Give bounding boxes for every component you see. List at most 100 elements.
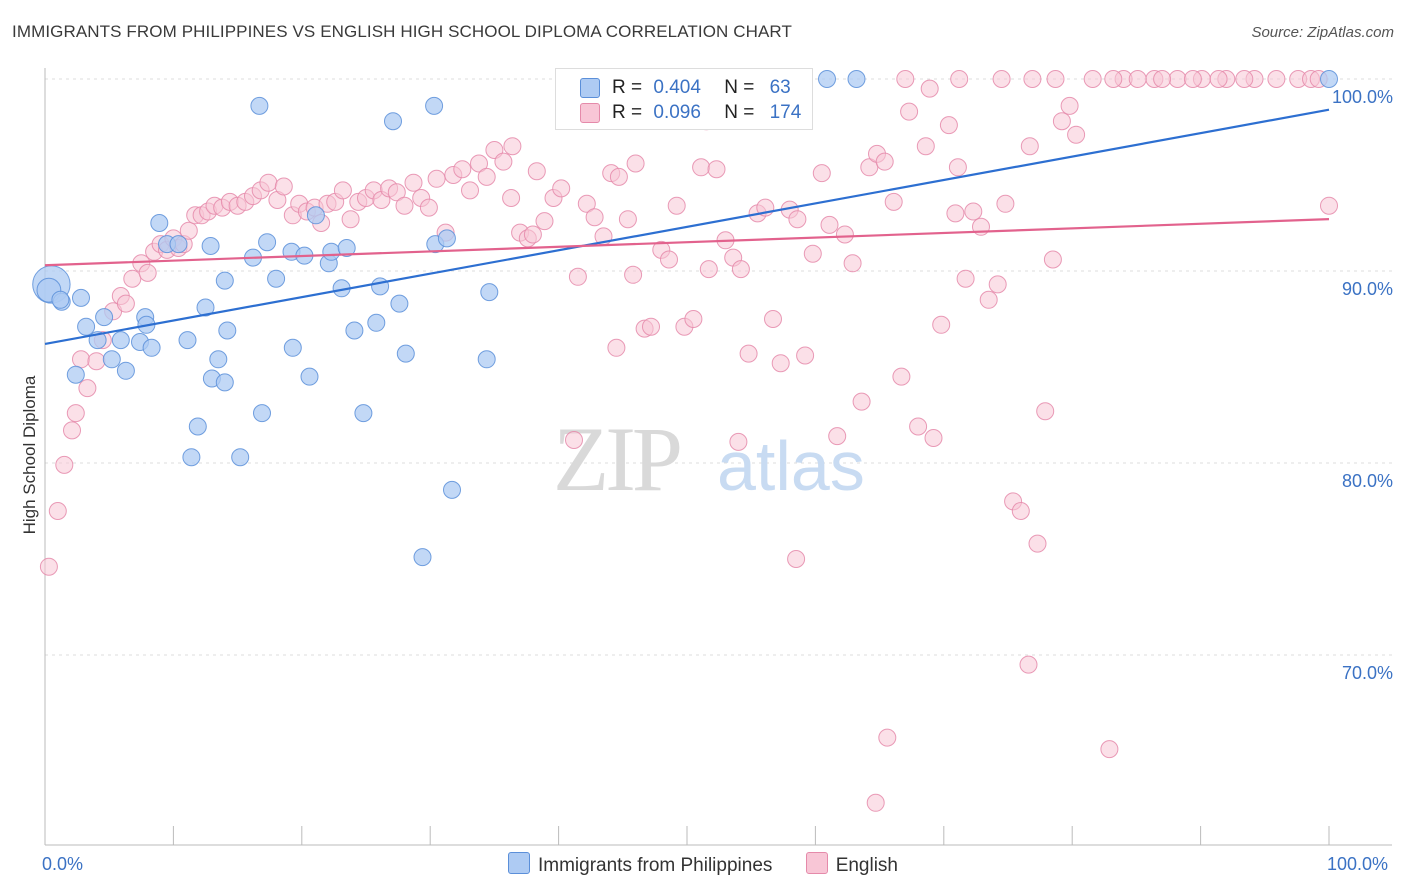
point-philippines bbox=[95, 308, 114, 327]
legend-n-value: 174 bbox=[769, 102, 802, 123]
point-english bbox=[259, 173, 278, 192]
point-english bbox=[523, 225, 542, 244]
point-philippines bbox=[215, 373, 234, 392]
point-english bbox=[1100, 740, 1119, 759]
point-english bbox=[699, 260, 718, 279]
point-english bbox=[884, 192, 903, 211]
bottom-legend-label: English bbox=[835, 855, 899, 876]
y-tick-label: 70.0% bbox=[1342, 663, 1393, 683]
point-philippines bbox=[322, 242, 341, 261]
point-english bbox=[996, 194, 1015, 213]
point-english bbox=[461, 181, 479, 200]
point-english bbox=[946, 204, 965, 223]
point-english bbox=[771, 354, 790, 373]
trend-line-english bbox=[44, 218, 1330, 267]
point-english bbox=[577, 194, 596, 213]
legend-swatch-philippines bbox=[580, 78, 600, 98]
point-english bbox=[427, 169, 446, 188]
point-english bbox=[788, 210, 807, 229]
point-english bbox=[875, 152, 894, 171]
point-english bbox=[1023, 70, 1042, 88]
point-english bbox=[66, 404, 85, 423]
point-english bbox=[138, 263, 157, 282]
point-philippines bbox=[201, 237, 220, 255]
point-english bbox=[63, 421, 81, 440]
point-philippines bbox=[818, 70, 836, 88]
point-english bbox=[878, 728, 897, 747]
bottom-legend-swatch-english bbox=[805, 852, 828, 874]
point-english bbox=[618, 210, 637, 229]
point-english bbox=[1168, 70, 1187, 88]
point-philippines bbox=[66, 365, 85, 384]
point-english bbox=[179, 221, 198, 240]
legend-n-value: 63 bbox=[769, 77, 791, 98]
bottom-legend: Immigrants from Philippines English bbox=[0, 852, 1406, 877]
legend-swatch-english bbox=[580, 103, 600, 123]
y-tick-labels: 70.0% 80.0% 90.0% 100.0% bbox=[1332, 87, 1393, 683]
point-english bbox=[900, 102, 919, 121]
point-philippines bbox=[169, 235, 188, 254]
point-philippines bbox=[367, 313, 386, 332]
point-philippines bbox=[182, 448, 201, 467]
point-philippines bbox=[215, 271, 234, 290]
point-english bbox=[731, 260, 750, 279]
legend-row-philippines: R = 0.404 N = 63 bbox=[580, 77, 791, 99]
point-english bbox=[404, 173, 423, 192]
legend-r-label: R = bbox=[612, 102, 643, 123]
trend-lines bbox=[44, 108, 1330, 346]
y-axis-label: High School Diploma bbox=[20, 375, 39, 534]
point-english bbox=[1060, 96, 1079, 115]
point-philippines bbox=[443, 480, 461, 499]
grid-lines bbox=[45, 78, 1392, 656]
point-philippines bbox=[396, 344, 415, 363]
point-english bbox=[803, 244, 822, 263]
point-philippines bbox=[384, 112, 402, 131]
point-english bbox=[828, 427, 847, 446]
point-english bbox=[453, 160, 472, 179]
point-english bbox=[992, 70, 1011, 88]
point-philippines bbox=[250, 96, 269, 115]
point-english bbox=[939, 116, 958, 135]
point-english bbox=[552, 179, 571, 198]
point-philippines bbox=[231, 448, 250, 467]
point-english bbox=[1083, 70, 1102, 88]
point-english bbox=[535, 212, 554, 231]
point-english bbox=[72, 350, 90, 369]
legend-row-english: R = 0.096 N = 174 bbox=[580, 102, 802, 124]
point-philippines bbox=[258, 233, 277, 252]
point-english bbox=[1019, 655, 1038, 674]
point-english bbox=[979, 290, 998, 309]
point-english bbox=[502, 189, 521, 207]
trend-line-philippines bbox=[44, 108, 1330, 346]
point-english bbox=[1104, 70, 1123, 88]
point-philippines bbox=[116, 361, 135, 380]
point-english bbox=[924, 429, 943, 447]
point-english bbox=[1267, 70, 1286, 88]
point-english bbox=[909, 417, 928, 436]
point-english bbox=[78, 379, 97, 398]
point-english bbox=[764, 310, 782, 328]
point-english bbox=[624, 265, 643, 284]
point-philippines bbox=[218, 321, 237, 340]
point-english bbox=[1052, 112, 1071, 131]
point-english bbox=[395, 196, 414, 215]
point-english bbox=[932, 315, 951, 334]
point-english bbox=[527, 162, 546, 181]
y-tick-label: 100.0% bbox=[1332, 87, 1393, 107]
point-philippines bbox=[150, 214, 169, 232]
point-philippines bbox=[77, 317, 96, 336]
point-english bbox=[843, 254, 862, 273]
point-english bbox=[116, 294, 135, 313]
bottom-legend-philippines: Immigrants from Philippines bbox=[507, 852, 772, 877]
point-english bbox=[503, 137, 522, 156]
point-english bbox=[609, 167, 628, 186]
point-philippines bbox=[209, 350, 228, 369]
point-english bbox=[626, 154, 645, 173]
point-english bbox=[477, 167, 496, 186]
point-english bbox=[87, 352, 106, 371]
bottom-legend-swatch-philippines bbox=[507, 852, 530, 874]
point-english bbox=[341, 210, 360, 229]
point-english bbox=[812, 164, 831, 183]
point-philippines bbox=[283, 338, 302, 357]
point-philippines bbox=[390, 294, 409, 313]
